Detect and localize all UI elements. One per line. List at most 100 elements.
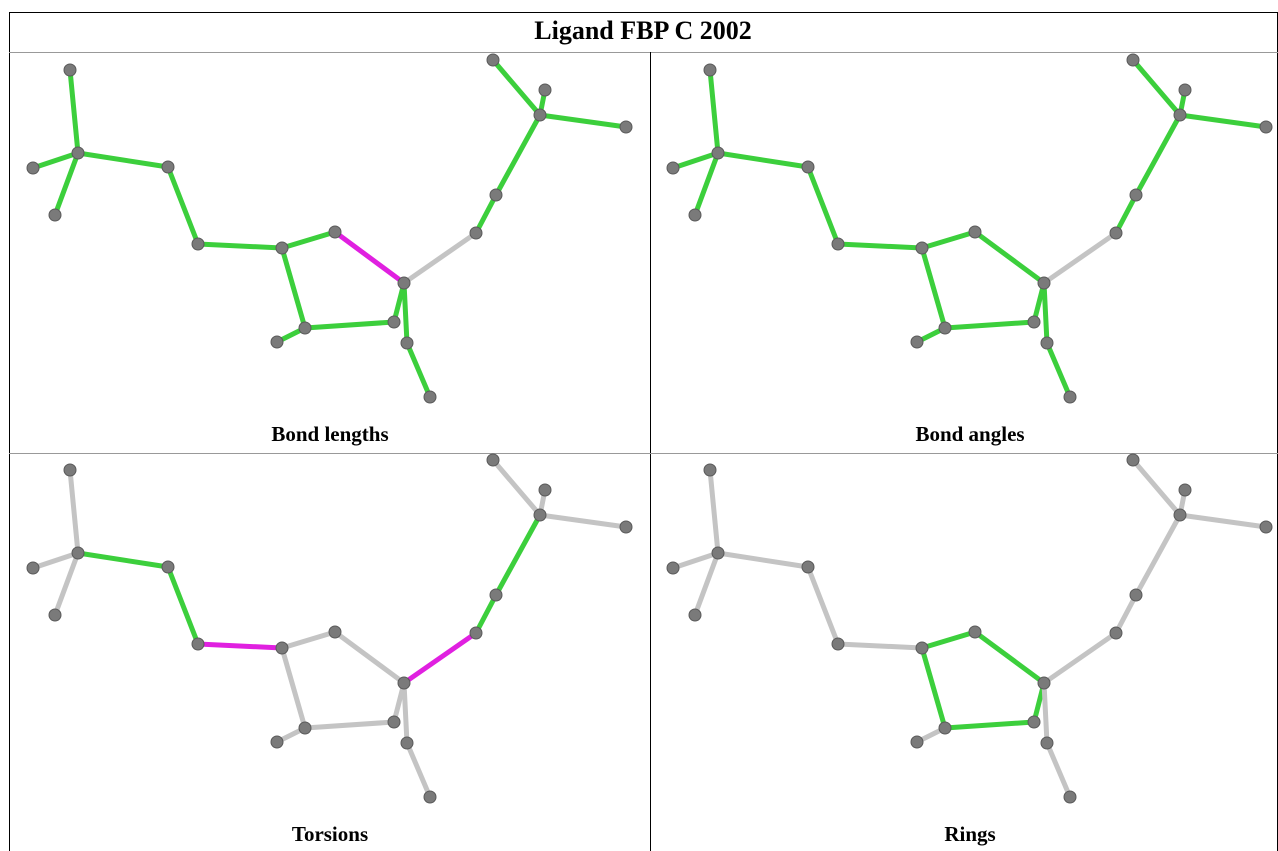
atom bbox=[1130, 589, 1142, 601]
bond bbox=[496, 515, 540, 595]
atom bbox=[162, 561, 174, 573]
atom bbox=[1028, 316, 1040, 328]
atom bbox=[916, 642, 928, 654]
atom bbox=[712, 147, 724, 159]
bond bbox=[718, 153, 808, 167]
bond bbox=[1136, 115, 1180, 195]
bond bbox=[710, 470, 718, 553]
bond bbox=[1044, 283, 1047, 343]
bond bbox=[335, 632, 404, 683]
atom bbox=[534, 509, 546, 521]
molecule bbox=[667, 54, 1272, 403]
bond bbox=[1044, 683, 1047, 743]
bond bbox=[1136, 515, 1180, 595]
bond bbox=[404, 633, 476, 683]
bond bbox=[808, 167, 838, 244]
atom bbox=[388, 316, 400, 328]
atom bbox=[64, 464, 76, 476]
atom bbox=[424, 391, 436, 403]
bond bbox=[1133, 60, 1180, 115]
atom bbox=[911, 336, 923, 348]
figure: Ligand FBP C 2002 Bond lengths Bond angle… bbox=[0, 0, 1278, 851]
atom bbox=[329, 226, 341, 238]
atom bbox=[271, 736, 283, 748]
bond bbox=[305, 722, 394, 728]
atom bbox=[534, 109, 546, 121]
bond bbox=[70, 70, 78, 153]
bond bbox=[718, 553, 808, 567]
atom bbox=[490, 589, 502, 601]
bond bbox=[407, 343, 430, 397]
atom bbox=[1038, 677, 1050, 689]
bond bbox=[78, 553, 168, 567]
bond bbox=[70, 470, 78, 553]
molecule bbox=[667, 454, 1272, 803]
atom bbox=[49, 209, 61, 221]
atom bbox=[192, 638, 204, 650]
bond bbox=[404, 683, 407, 743]
bond bbox=[695, 153, 718, 215]
atom bbox=[1174, 509, 1186, 521]
atom bbox=[276, 242, 288, 254]
bond bbox=[282, 248, 305, 328]
bond bbox=[1047, 343, 1070, 397]
atom bbox=[539, 484, 551, 496]
atom bbox=[1179, 484, 1191, 496]
atom bbox=[487, 54, 499, 66]
bond bbox=[1133, 460, 1180, 515]
bond bbox=[1044, 233, 1116, 283]
atom bbox=[1041, 737, 1053, 749]
bond bbox=[1180, 115, 1266, 127]
atom bbox=[388, 716, 400, 728]
bond bbox=[945, 722, 1034, 728]
bond bbox=[407, 743, 430, 797]
atom bbox=[1130, 189, 1142, 201]
atom bbox=[704, 464, 716, 476]
bond bbox=[540, 115, 626, 127]
atom bbox=[1041, 337, 1053, 349]
bond bbox=[710, 70, 718, 153]
atom bbox=[620, 521, 632, 533]
bond bbox=[945, 322, 1034, 328]
atom bbox=[470, 627, 482, 639]
bond bbox=[838, 244, 922, 248]
atom bbox=[939, 322, 951, 334]
bond bbox=[493, 60, 540, 115]
bond bbox=[1044, 633, 1116, 683]
panel-caption: Bond lengths bbox=[271, 422, 388, 446]
atom bbox=[832, 638, 844, 650]
title: Ligand FBP C 2002 bbox=[534, 16, 751, 45]
bond bbox=[198, 644, 282, 648]
panel-caption: Bond angles bbox=[915, 422, 1024, 446]
bond bbox=[493, 460, 540, 515]
atom bbox=[1179, 84, 1191, 96]
atom bbox=[401, 337, 413, 349]
bond bbox=[922, 648, 945, 728]
bond bbox=[404, 233, 476, 283]
bond bbox=[198, 244, 282, 248]
bond bbox=[168, 167, 198, 244]
atom bbox=[667, 562, 679, 574]
bond bbox=[922, 632, 975, 648]
atom bbox=[470, 227, 482, 239]
molecule bbox=[27, 54, 632, 403]
atom bbox=[1110, 227, 1122, 239]
atom bbox=[64, 64, 76, 76]
bond bbox=[1047, 743, 1070, 797]
bond bbox=[78, 153, 168, 167]
bond bbox=[305, 322, 394, 328]
atom bbox=[487, 454, 499, 466]
panel-caption: Rings bbox=[944, 822, 995, 846]
atom bbox=[1028, 716, 1040, 728]
atom bbox=[1110, 627, 1122, 639]
bond bbox=[838, 644, 922, 648]
atom bbox=[832, 238, 844, 250]
atom bbox=[667, 162, 679, 174]
atom bbox=[620, 121, 632, 133]
bond bbox=[496, 115, 540, 195]
bond bbox=[922, 232, 975, 248]
atom bbox=[539, 84, 551, 96]
atom bbox=[1064, 791, 1076, 803]
molecule bbox=[27, 454, 632, 803]
